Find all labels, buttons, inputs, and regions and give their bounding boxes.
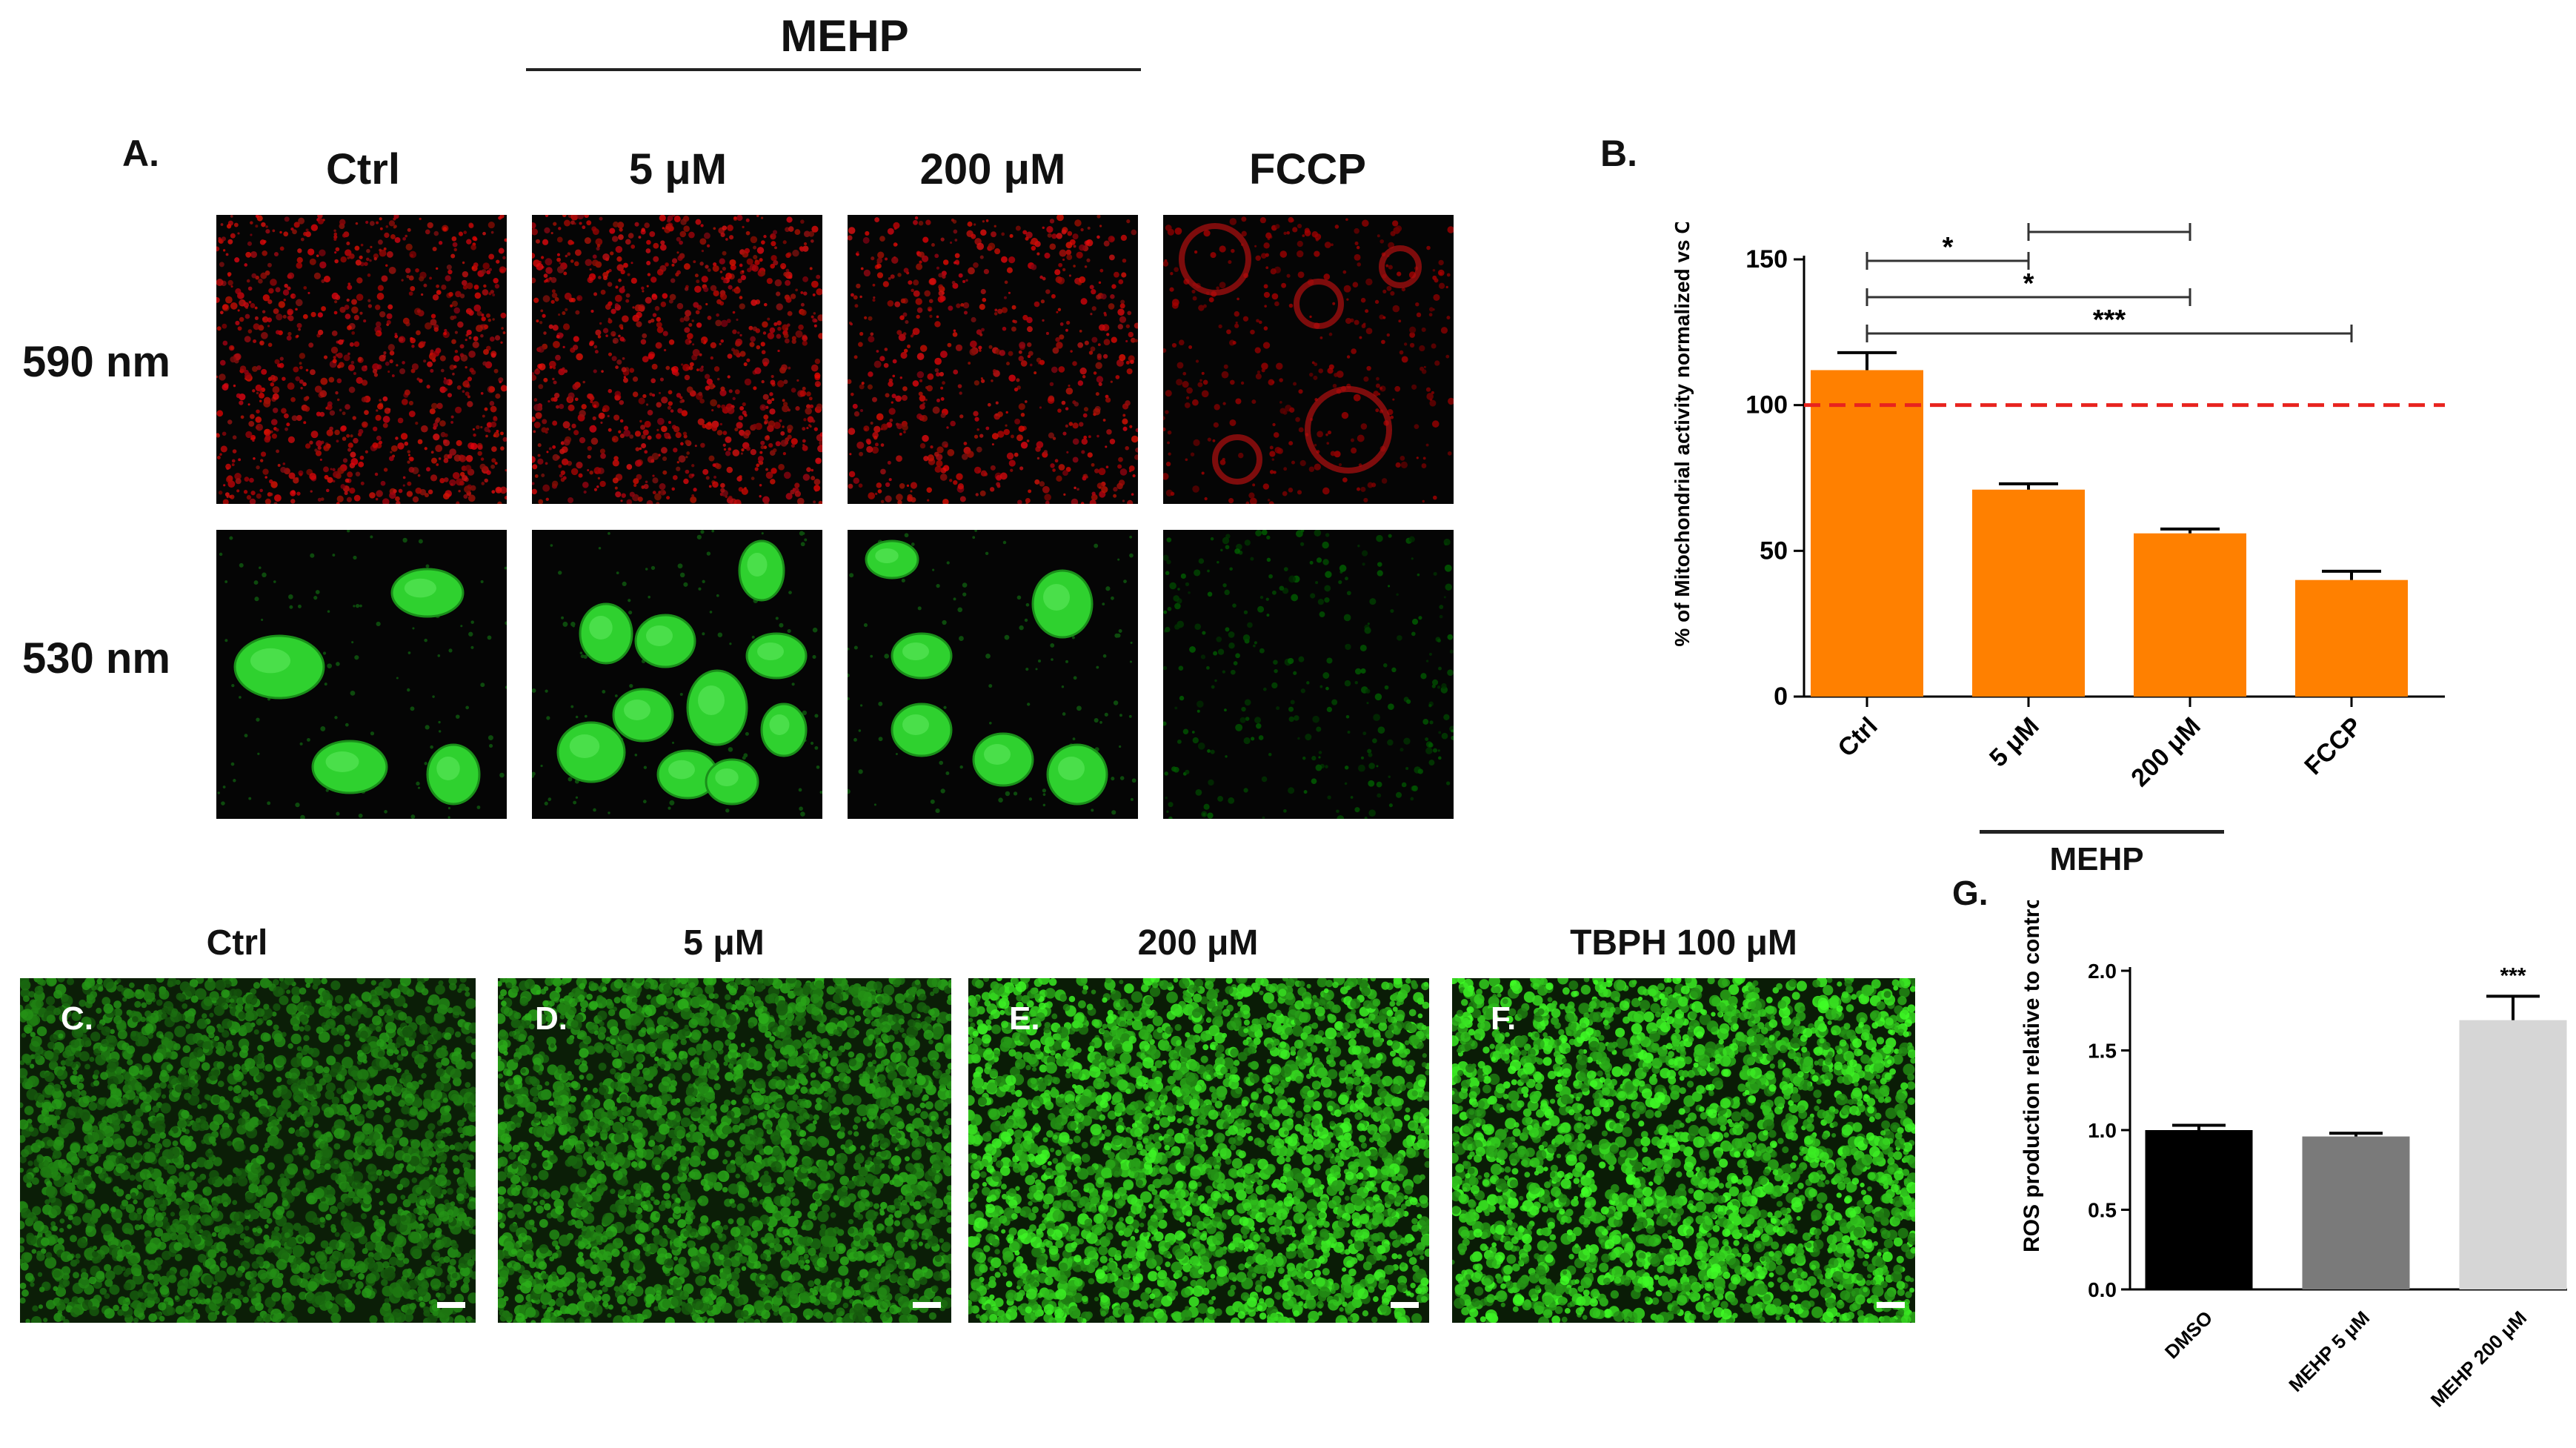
panel-g-bar xyxy=(2302,1136,2410,1289)
micrograph-530-5um xyxy=(532,530,822,819)
micrograph-c: C. xyxy=(20,978,476,1323)
micrograph-f: F. xyxy=(1452,978,1915,1323)
panel-b-y-axis-title: % of Mitochondrial activity normalized v… xyxy=(1671,222,1694,647)
panel-b-bar xyxy=(2134,533,2246,697)
panel-b-significance-bracket: * xyxy=(2027,222,2191,241)
panel-g-y-tick-label: 2.0 xyxy=(2088,960,2117,983)
scale-bar xyxy=(437,1302,465,1308)
panel-b-mehp-label: MEHP xyxy=(2049,841,2144,877)
panel-b-x-tick-label: Ctrl xyxy=(1832,712,1883,763)
cell-texture xyxy=(1452,978,1915,1323)
speckle-texture xyxy=(1163,530,1454,819)
panel-a-col-fccp: FCCP xyxy=(1249,145,1366,193)
panel-b-mehp-bar xyxy=(1980,830,2224,834)
micrograph-590-5um xyxy=(532,215,822,504)
panel-e-letter: E. xyxy=(1009,1000,1040,1037)
panel-b-y-tick-label: 50 xyxy=(1760,537,1788,565)
panel-b-significance-label: * xyxy=(2104,222,2115,234)
panel-g-x-tick-label: DMSO xyxy=(2160,1306,2217,1363)
panel-c-letter: C. xyxy=(61,1000,93,1037)
micrograph-530-ctrl xyxy=(216,530,507,819)
panel-f-letter: F. xyxy=(1491,1000,1517,1037)
panel-c-title: Ctrl xyxy=(206,923,268,963)
micrograph-d: D. xyxy=(498,978,951,1323)
panel-g-bar xyxy=(2459,1020,2567,1289)
nuclei-group xyxy=(532,530,822,817)
panel-b-x-tick-label: 5 μM xyxy=(1984,712,2045,773)
panel-b-y-tick-label: 0 xyxy=(1774,683,1788,711)
mehp-header-bar xyxy=(526,68,1141,71)
panel-a-letter: A. xyxy=(122,133,159,174)
panel-b-significance-label: * xyxy=(1943,232,1954,263)
scale-bar xyxy=(913,1302,941,1308)
panel-b-significance-bracket: * xyxy=(1866,232,2030,270)
panel-b-bar xyxy=(1972,489,2085,697)
panel-b-y-tick-label: 150 xyxy=(1745,245,1788,273)
panel-b-y-axis-label: % of Mitochondrial activity normalized v… xyxy=(1671,222,1694,647)
panel-a-col-ctrl: Ctrl xyxy=(326,145,400,193)
speckle-texture xyxy=(216,215,507,504)
panel-b-chart: % of Mitochondrial activity normalized v… xyxy=(1671,222,2445,792)
panel-a-col-5um: 5 μM xyxy=(628,145,728,193)
scale-bar xyxy=(1391,1302,1419,1308)
panel-a-row-530nm: 530 nm xyxy=(22,634,170,683)
panel-b-bar xyxy=(2295,579,2408,697)
panel-g-y-tick-label: 1.0 xyxy=(2088,1119,2117,1142)
micrograph-590-200um xyxy=(848,215,1138,504)
mehp-header-label: MEHP xyxy=(780,11,909,61)
panel-b-significance-bracket: *** xyxy=(1866,305,2353,342)
cell-texture xyxy=(968,978,1429,1323)
panel-b-x-tick-label: 200 μM xyxy=(2126,712,2206,792)
panel-b-y-tick-label: 100 xyxy=(1745,391,1788,419)
nuclei-group xyxy=(848,530,1136,815)
scale-bar xyxy=(1877,1302,1905,1308)
panel-g-x-tick-label: MEHP 5 μM xyxy=(2284,1306,2374,1396)
speckle-texture xyxy=(532,215,822,504)
speckle-texture xyxy=(848,215,1138,504)
panel-g-bar xyxy=(2145,1130,2253,1289)
panel-g-significance-label: *** xyxy=(2500,963,2526,988)
micrograph-530-200um xyxy=(848,530,1138,819)
panel-g-chart: ROS production relative to control 0.0 0.… xyxy=(2020,900,2567,1411)
panel-a-row-590nm: 590 nm xyxy=(22,338,170,386)
panel-d-title: 5 μM xyxy=(683,923,765,963)
panel-b-significance-bracket: * xyxy=(1866,268,2191,306)
panel-b-letter: B. xyxy=(1600,133,1637,174)
micrograph-e: E. xyxy=(968,978,1429,1323)
panel-f-title: TBPH 100 μM xyxy=(1570,923,1797,963)
panel-e-title: 200 μM xyxy=(1137,923,1259,963)
panel-g-y-tick-label: 0.0 xyxy=(2088,1278,2117,1301)
panel-b-x-tick-label: FCCP xyxy=(2299,712,2367,780)
panel-g-x-tick-label: MEHP 200 μM xyxy=(2426,1306,2531,1411)
micrograph-590-ctrl xyxy=(216,215,507,504)
micrograph-530-fccp xyxy=(1163,530,1454,819)
panel-g-y-axis-label: ROS production relative to control xyxy=(2020,900,2044,1252)
panel-b-significance-label: *** xyxy=(2093,305,2126,336)
panel-a-col-200um: 200 μM xyxy=(919,145,1066,193)
speckle-texture xyxy=(1163,216,1454,504)
cell-texture xyxy=(498,978,951,1323)
cell-texture xyxy=(20,978,476,1323)
panel-g-y-tick-label: 0.5 xyxy=(2088,1199,2117,1222)
panel-b-significance-label: * xyxy=(2023,268,2034,299)
panel-b-bar xyxy=(1811,370,1923,697)
panel-d-letter: D. xyxy=(535,1000,568,1037)
nuclei-group xyxy=(217,530,507,819)
panel-g-y-tick-label: 1.5 xyxy=(2088,1040,2117,1063)
panel-g-letter: G. xyxy=(1952,874,1988,912)
micrograph-590-fccp xyxy=(1163,215,1454,504)
